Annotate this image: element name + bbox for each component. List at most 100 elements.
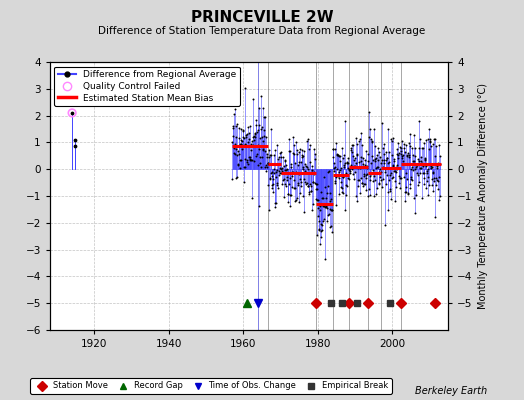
- Point: [374, 157, 383, 163]
- Point: [260, 113, 269, 120]
- Point: [314, 218, 323, 224]
- Point: [344, 154, 352, 161]
- Point: [414, 118, 423, 124]
- Point: [394, 140, 402, 146]
- Point: [432, 143, 441, 150]
- Point: [232, 134, 241, 140]
- Point: [332, 174, 341, 180]
- Point: [384, 160, 392, 166]
- Point: [283, 177, 291, 184]
- Point: [385, 159, 393, 165]
- Point: [266, 174, 274, 181]
- Point: [234, 125, 243, 132]
- Point: [355, 159, 363, 165]
- Point: [409, 152, 417, 158]
- Point: [330, 165, 338, 171]
- Point: [328, 207, 336, 214]
- Point: [410, 132, 418, 138]
- Point: [348, 164, 356, 170]
- Point: [281, 181, 289, 187]
- Point: [234, 148, 242, 154]
- Point: [428, 164, 436, 170]
- Point: [277, 170, 285, 176]
- Point: [270, 200, 279, 206]
- Point: [271, 174, 280, 180]
- Point: [234, 162, 242, 169]
- Point: [373, 152, 381, 159]
- Point: [259, 105, 267, 111]
- Point: [379, 164, 387, 170]
- Point: [355, 190, 364, 196]
- Point: [396, 144, 404, 150]
- Point: [427, 162, 435, 169]
- Point: [377, 177, 385, 183]
- Point: [266, 176, 275, 182]
- Point: [315, 227, 323, 233]
- Point: [291, 184, 299, 191]
- Point: [364, 193, 373, 200]
- Point: [237, 126, 246, 132]
- Point: [322, 195, 330, 202]
- Point: [370, 192, 378, 199]
- Point: [236, 164, 244, 171]
- Point: [404, 191, 412, 198]
- Point: [293, 195, 301, 202]
- Point: [386, 186, 394, 192]
- Point: [312, 196, 321, 203]
- Point: [365, 134, 374, 140]
- Point: [324, 183, 332, 189]
- Point: [394, 152, 402, 158]
- Point: [228, 132, 237, 139]
- Point: [386, 188, 394, 194]
- Point: [314, 205, 323, 211]
- Point: [331, 180, 339, 186]
- Point: [250, 131, 259, 138]
- Point: [337, 183, 345, 190]
- Point: [394, 166, 402, 172]
- Point: [264, 161, 272, 168]
- Point: [301, 161, 309, 168]
- Point: [370, 173, 378, 179]
- Point: [292, 197, 300, 203]
- Point: [308, 206, 316, 213]
- Point: [364, 185, 373, 192]
- Point: [310, 180, 319, 186]
- Point: [236, 141, 244, 147]
- Point: [236, 140, 245, 147]
- Point: [262, 162, 270, 168]
- Point: [281, 158, 290, 164]
- Point: [282, 166, 291, 172]
- Point: [360, 173, 368, 179]
- Point: [329, 146, 337, 153]
- Point: [239, 135, 248, 142]
- Point: [307, 188, 315, 194]
- Point: [380, 168, 389, 175]
- Point: [359, 171, 368, 177]
- Point: [425, 126, 433, 132]
- Point: [407, 174, 415, 180]
- Point: [333, 173, 342, 179]
- Point: [256, 154, 264, 160]
- Point: [323, 190, 331, 196]
- Point: [368, 156, 377, 163]
- Point: [398, 138, 406, 144]
- Point: [426, 138, 434, 144]
- Point: [414, 182, 422, 188]
- Point: [250, 136, 259, 143]
- Point: [343, 160, 352, 166]
- Point: [288, 169, 296, 176]
- Point: [299, 165, 308, 172]
- Point: [383, 171, 391, 178]
- Point: [390, 158, 398, 164]
- Point: [269, 188, 278, 195]
- Point: [254, 161, 262, 168]
- Point: [396, 184, 405, 191]
- Point: [244, 139, 253, 145]
- Point: [328, 228, 336, 235]
- Point: [397, 174, 406, 181]
- Point: [350, 176, 358, 182]
- Point: [243, 157, 252, 163]
- Point: [315, 226, 323, 232]
- Point: [398, 153, 406, 160]
- Point: [428, 182, 436, 188]
